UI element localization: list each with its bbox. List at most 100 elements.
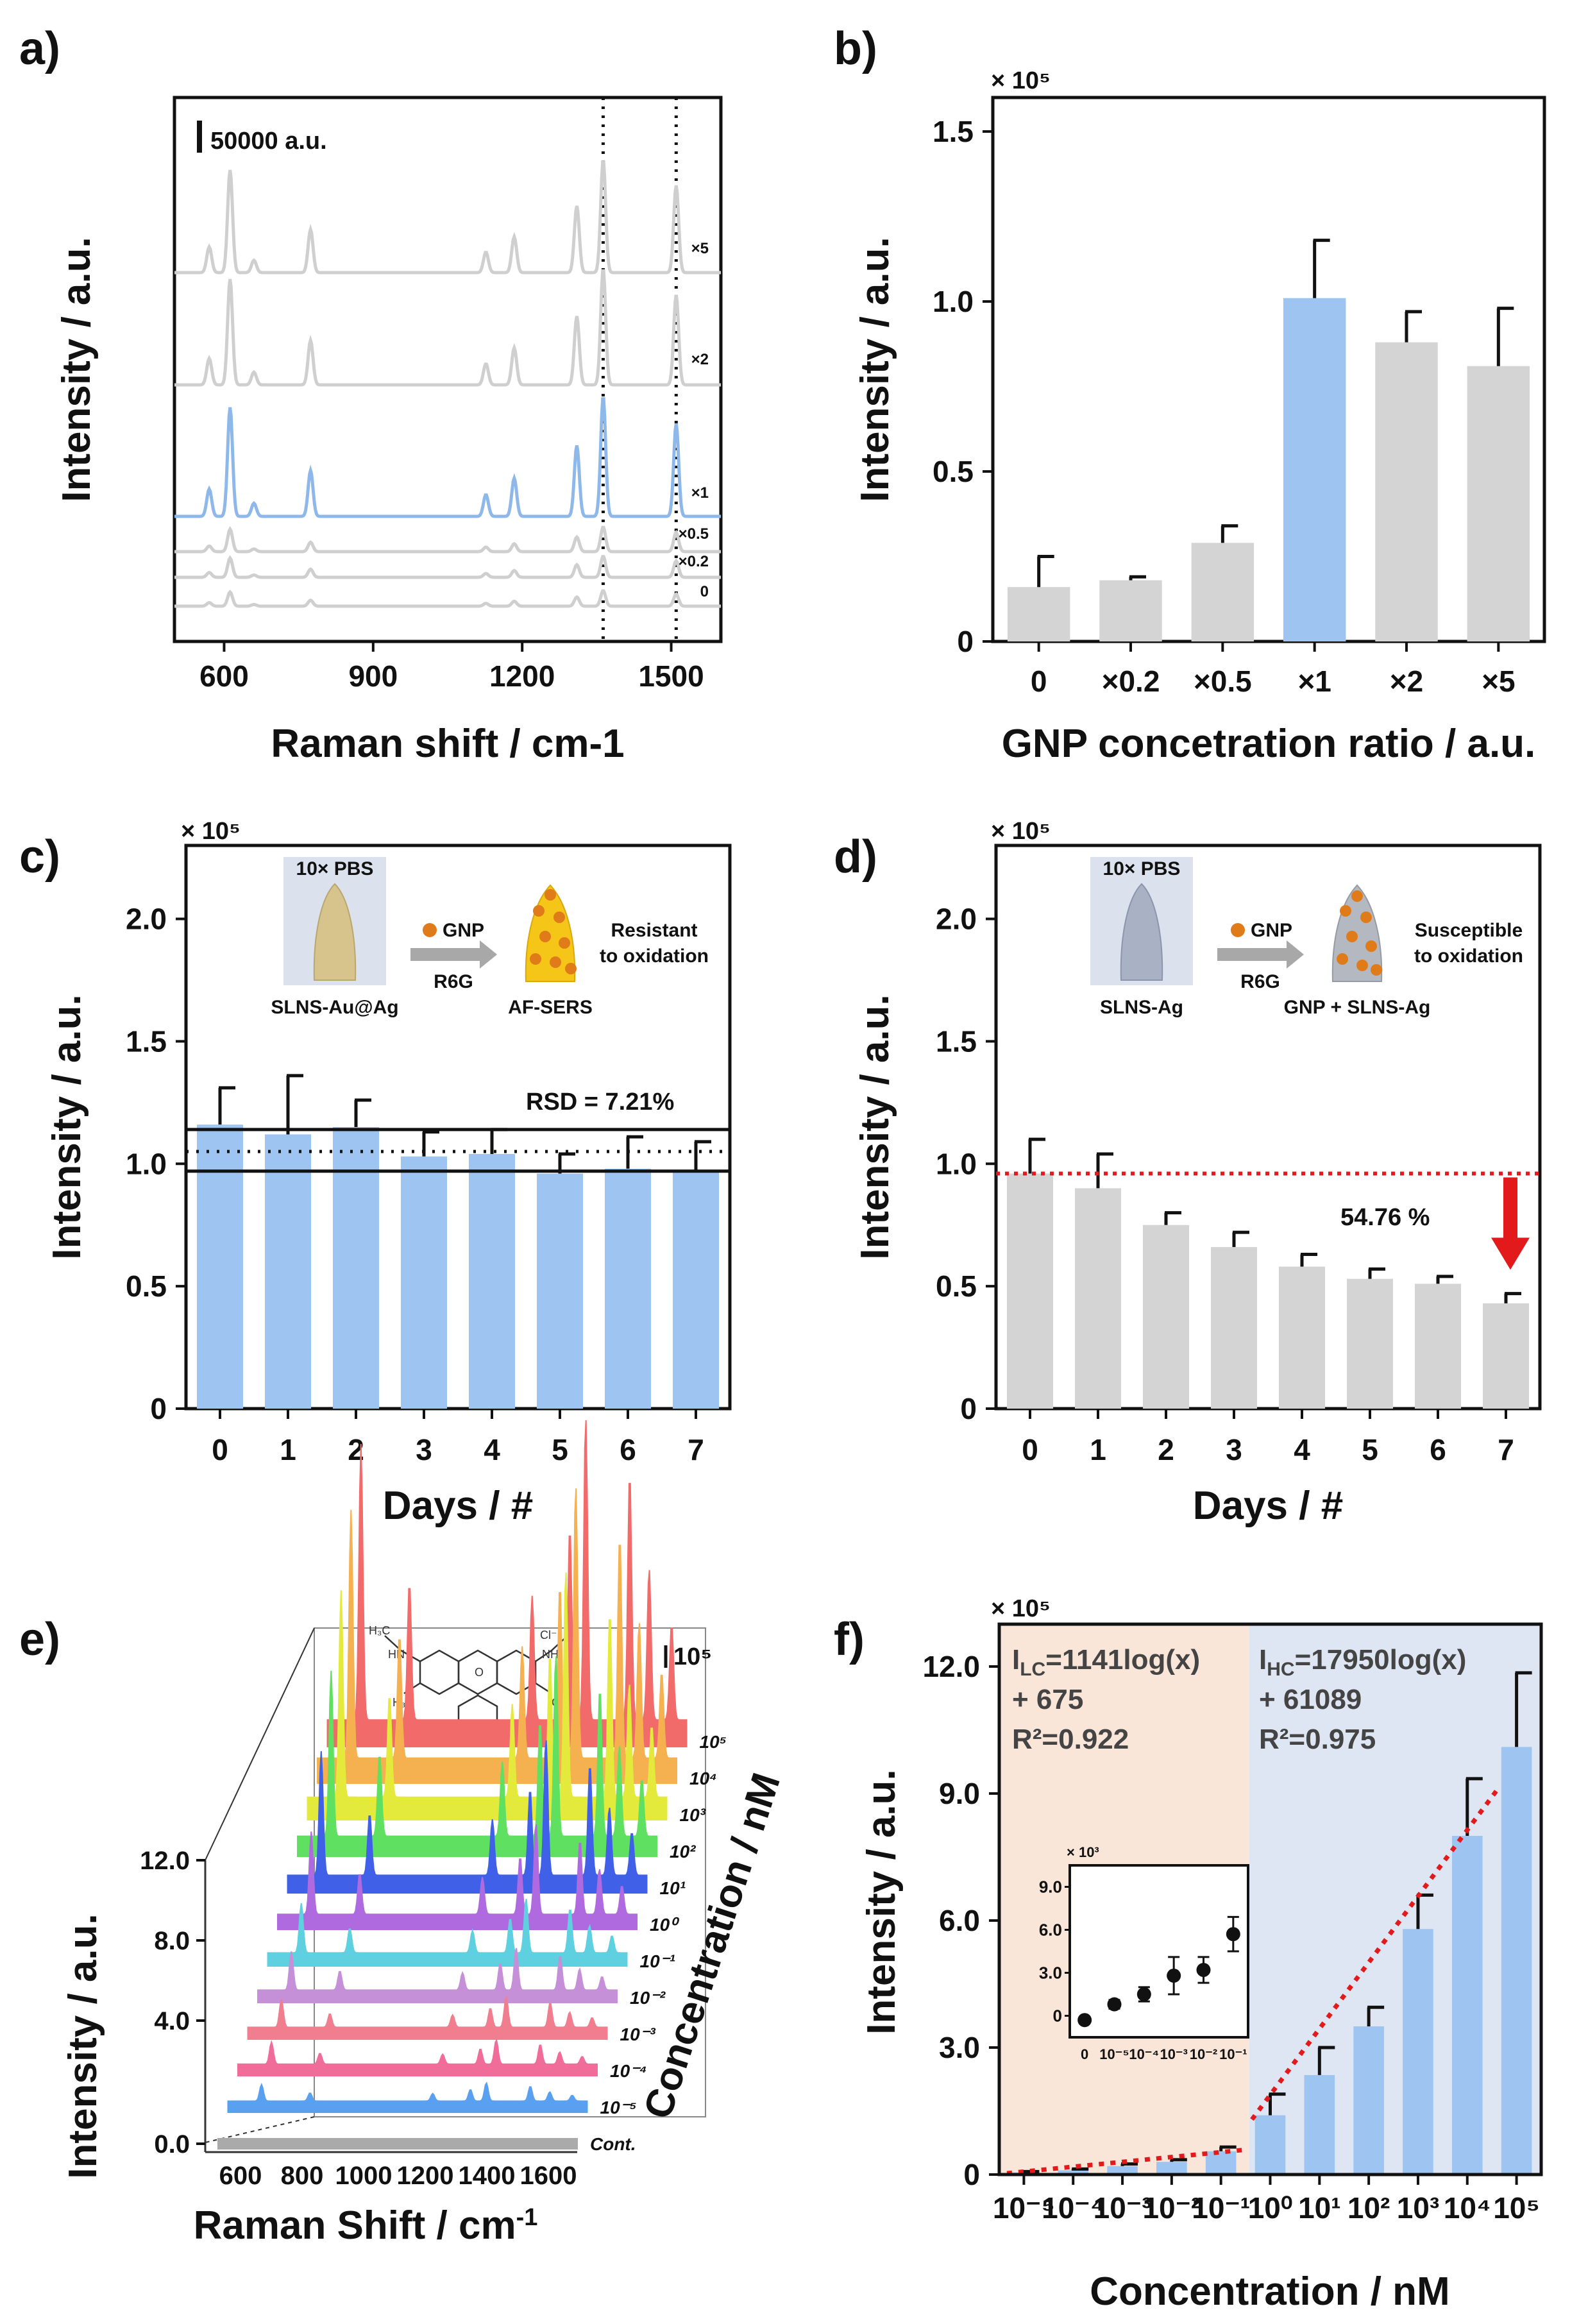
panel-b-label: b) (834, 23, 877, 74)
panel-d-bar-7 (1482, 1303, 1530, 1409)
panel-d-schematic-inset: 10× PBS SLNS-Ag GNP R6G GNP + SLNS-Ag Su… (1090, 857, 1523, 1018)
panel-c-note-line1: Resistant (611, 920, 697, 941)
panel-d-decrease-arrow-head (1491, 1237, 1530, 1270)
panel-e-series-label-2: 10⁻⁴ (610, 2061, 647, 2081)
panel-f-y-tick-label-0: 0 (963, 2158, 980, 2191)
panel-f: f) × 10⁵ 03.06.09.012.0 10⁻⁵10⁻⁴10⁻³10⁻²… (834, 1595, 1543, 2314)
panel-c-bar-2 (332, 1127, 380, 1409)
panel-b-y-ticks: 0 0.5 1.0 1.5 (933, 115, 993, 658)
panel-e-spectrum-8 (297, 1656, 657, 1857)
panel-c-gnp-particle-6 (565, 963, 577, 974)
panel-d-bar-2 (1142, 1225, 1190, 1409)
panel-d-bar-0 (1006, 1173, 1054, 1409)
panel-e-y-tick-label-0: 0.0 (154, 2130, 190, 2159)
panel-f-bar-5 (1254, 2115, 1286, 2175)
panel-f-bar-6 (1304, 2074, 1335, 2175)
panel-c-schematic-inset: 10× PBS SLNS-Au@Ag GNP R6G AF-SERS Resis… (271, 857, 709, 1018)
panel-f-x-tick-label-8: 10³ (1397, 2191, 1439, 2225)
panel-a-traces (174, 160, 721, 608)
panel-e-spectrum-11 (326, 1420, 688, 1747)
panel-e-molecule-nh: NH (542, 1648, 559, 1661)
panel-a-y-axis-title: Intensity / a.u. (55, 237, 99, 502)
panel-d-gnp-particle-0 (1340, 905, 1351, 917)
panel-d-decrease-arrow-shaft (1503, 1177, 1517, 1239)
panel-a-trace-label-0: ×5 (691, 240, 709, 257)
panel-f-x-tick-label-4: 10⁻¹ (1192, 2191, 1250, 2225)
panel-e-series-label-9: 10³ (680, 1805, 706, 1825)
panel-c-bar-4 (468, 1153, 516, 1409)
panel-f-multiplier: × 10⁵ (991, 1595, 1051, 1622)
panel-f-bars (1008, 1671, 1532, 2175)
panel-c-rsd-lines (186, 1128, 730, 1173)
panel-e-x-tick-label-1: 800 (281, 2162, 324, 2190)
panel-c-arrow-bottom-label: R6G (434, 971, 473, 992)
panel-b-bar-5 (1467, 366, 1530, 641)
panel-f-bar-8 (1403, 1929, 1433, 2175)
panel-f-low-fit-line (1006, 2148, 1244, 2176)
panel-d-x-tick-label-0: 0 (1022, 1433, 1038, 1466)
panel-f-y-tick-label-1: 3.0 (939, 2031, 980, 2064)
panel-c-bar-6 (604, 1168, 652, 1409)
panel-f-low-fit-line3: R²=0.922 (1012, 1724, 1129, 1755)
panel-c-x-tick-label-7: 7 (688, 1433, 704, 1466)
panel-e-spectrum-3 (247, 1995, 608, 2040)
panel-e-x-tick-label-2: 1000 (335, 2162, 393, 2190)
panel-d-y-axis-title: Intensity / a.u. (853, 994, 897, 1259)
panel-f-inset-x-tick-label-5: 10⁻¹ (1219, 2046, 1247, 2062)
panel-e-series-label-3: 10⁻³ (620, 2024, 656, 2044)
panel-f-bar-2 (1107, 2166, 1138, 2175)
panel-f-inset-x-tick-label-4: 10⁻² (1190, 2046, 1217, 2062)
panel-e-y-ticks: 0.0 4.0 8.0 12.0 (140, 1847, 205, 2159)
panel-d-gnp-particle-1 (1360, 912, 1372, 923)
panel-b-multiplier: × 10⁵ (991, 67, 1051, 94)
panel-e-y-axis-title: Intensity / a.u. (61, 1913, 105, 2178)
panel-f-high-fit-eq: =17950log(x) (1295, 1644, 1467, 1675)
panel-d-bars (1006, 1137, 1530, 1409)
panel-f-bar-1 (1058, 2170, 1089, 2175)
panel-e-spectrum-5 (267, 1899, 628, 1967)
panel-d-x-ticks: 0 1 2 3 4 5 6 7 (1022, 1409, 1514, 1466)
panel-f-x-tick-label-1: 10⁻⁴ (1042, 2191, 1104, 2225)
panel-b-x-axis-title: GNP concetration ratio / a.u. (1002, 722, 1536, 766)
panel-e-series-label-6: 10⁰ (650, 1915, 680, 1935)
panel-f-high-range-background (1249, 1624, 1541, 2175)
panel-c-x-tick-label-1: 1 (280, 1433, 296, 1466)
panel-a-scale-bar-label: 50000 a.u. (210, 128, 327, 155)
panel-a-dotted-lines (601, 98, 678, 641)
panel-d-bar-1 (1074, 1188, 1122, 1409)
panel-e-spectrum-2 (237, 2038, 598, 2076)
panel-e-spectrum-4 (257, 1947, 618, 2003)
panel-f-inset-frame (1069, 1864, 1249, 2039)
panel-f-y-ticks: 0 3.0 6.0 9.0 12.0 (922, 1650, 999, 2191)
panel-a-x-ticks: 600 900 1200 1500 (199, 641, 704, 693)
panel-e-molecule-h3c: H₃C (369, 1624, 390, 1637)
panel-f-x-axis-title: Concentration / nM (1090, 2269, 1449, 2314)
panel-e-series-labels: Cont. 10⁻⁵ 10⁻⁴ 10⁻³ 10⁻² 10⁻¹ 10⁰ 10¹ 10² 10³ 10⁴… (590, 1732, 727, 2154)
panel-c-rsd-annotation: RSD = 7.21% (526, 1089, 674, 1115)
panel-d-x-axis-title: Days / # (1193, 1484, 1343, 1528)
panel-a: a) 50000 a.u. ×5 ×2 ×1 ×0.5 ×0.2 0 600 900 1200… (19, 23, 723, 766)
panel-b-x-tick-label-2: ×0.5 (1194, 665, 1252, 698)
panel-f-inset-multiplier: × 10³ (1067, 1844, 1099, 1860)
panel-c-gnp-particles (530, 889, 577, 974)
panel-d-note-line2: to oxidation (1414, 946, 1523, 967)
panel-e-scale-label: 10⁵ (673, 1643, 712, 1670)
panel-e-x-axis-title: Raman Shift / cm-1 (194, 2203, 538, 2248)
panel-d-x-tick-label-1: 1 (1090, 1433, 1106, 1466)
panel-f-x-tick-label-9: 10⁴ (1444, 2191, 1491, 2225)
panel-a-trace-label-2: ×1 (691, 484, 709, 502)
panel-b-y-tick-label-2: 1.0 (933, 285, 974, 318)
panel-d-slns-ag-nanostructure (1120, 883, 1163, 981)
panel-f-high-fit-sub: HC (1267, 1659, 1294, 1680)
panel-c-y-tick-label-0: 0 (150, 1392, 167, 1425)
panel-a-x-tick-label-3: 1500 (638, 659, 704, 693)
panel-f-inset-points (1077, 1915, 1240, 2028)
panel-c-x-tick-label-6: 6 (620, 1433, 636, 1466)
panel-f-inset-point-3 (1167, 1968, 1181, 1983)
panel-d-x-tick-label-7: 7 (1498, 1433, 1514, 1466)
panel-e-molecule-o1: O (475, 1666, 484, 1679)
panel-b-x-tick-label-3: ×1 (1297, 665, 1331, 698)
panel-e-x-ticks: 600 800 1000 1200 1400 1600 (219, 2162, 577, 2190)
